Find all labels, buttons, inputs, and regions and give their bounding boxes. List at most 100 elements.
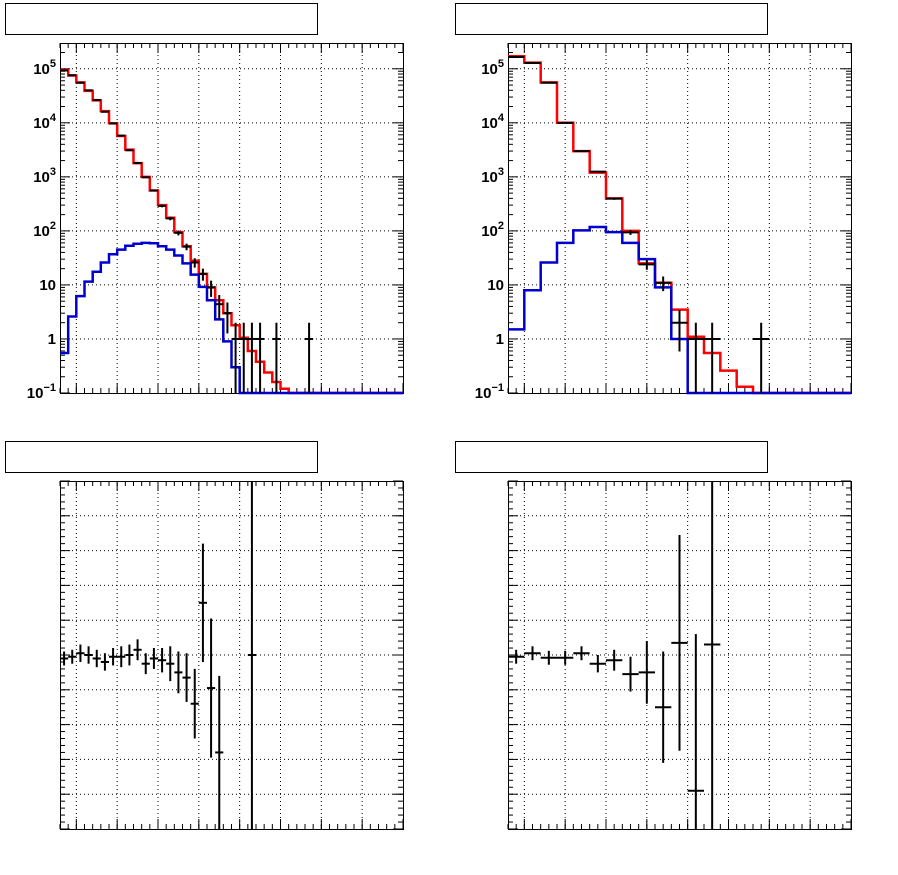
data-point [223, 302, 232, 334]
data-point [573, 150, 590, 153]
data-point [540, 650, 557, 665]
chart-panel-4 [455, 441, 852, 830]
y-tick-label-base: 10 [481, 169, 498, 186]
data-point [508, 649, 525, 664]
data-point [190, 258, 199, 268]
chart-panel-3 [5, 441, 404, 830]
y-tick-label-base: 10 [481, 223, 498, 240]
chart-title-box [455, 441, 768, 473]
data-point [671, 534, 688, 751]
data-point [589, 170, 606, 173]
data-point [141, 653, 150, 675]
data-point [247, 322, 256, 393]
data-point [207, 618, 216, 758]
data-point [182, 653, 191, 702]
data-point [158, 204, 167, 208]
data-point [215, 295, 224, 320]
data-point [166, 646, 175, 682]
data-point [84, 646, 93, 664]
data-point [231, 322, 240, 393]
data-point [100, 653, 109, 671]
data-point [753, 322, 770, 393]
data-point [198, 268, 207, 281]
data-point [606, 649, 623, 671]
data-point [671, 310, 688, 352]
data-point [272, 322, 281, 393]
data-point [606, 197, 623, 200]
data-point [256, 322, 265, 393]
y-tick-label: 10−1 [27, 382, 56, 402]
y-tick-label-exponent: 5 [50, 58, 56, 70]
data-point [125, 149, 134, 152]
y-tick-label: 1 [48, 331, 56, 348]
data-point [524, 646, 541, 661]
data-point [174, 651, 183, 694]
y-tick-label-exponent: 2 [50, 220, 56, 232]
chart-title-box [455, 3, 768, 35]
chart-title-box [5, 3, 318, 35]
data-point [198, 543, 207, 662]
y-tick-label: 105 [481, 58, 504, 78]
source-model-histogram [60, 241, 403, 395]
data-point [149, 189, 158, 192]
y-tick-label-exponent: −1 [491, 382, 504, 394]
data-point [687, 322, 704, 393]
data-point [622, 230, 639, 235]
y-tick-label: 10 [39, 277, 56, 294]
data-point [133, 639, 142, 661]
y-tick-label: 102 [481, 220, 504, 240]
data-point [573, 646, 590, 661]
y-tick-label: 103 [481, 166, 504, 186]
y-tick-label-base: 10 [481, 115, 498, 132]
y-tick-label-exponent: 2 [498, 220, 504, 232]
data-point [158, 648, 167, 673]
data-point [117, 134, 126, 137]
data-point [215, 675, 224, 829]
data-point [174, 230, 183, 236]
data-point [125, 644, 134, 666]
y-tick-label-base: 10 [33, 169, 50, 186]
data-point [655, 276, 672, 292]
data-point [655, 651, 672, 763]
data-point [149, 648, 158, 669]
data-point [247, 481, 256, 829]
data-point [133, 162, 142, 165]
y-tick-label-base: 10 [487, 277, 504, 294]
data-point [117, 646, 126, 668]
data-point [638, 260, 655, 270]
data-point [92, 649, 101, 668]
y-tick-label-base: 1 [496, 331, 504, 348]
y-tick-label-base: 10 [33, 115, 50, 132]
y-tick-label-exponent: 3 [50, 166, 56, 178]
data-point [68, 649, 77, 664]
data-point [239, 322, 248, 393]
data-point [704, 481, 721, 829]
y-tick-label: 104 [33, 112, 57, 132]
data-point [687, 634, 704, 829]
y-tick-label-base: 10 [27, 385, 44, 402]
y-tick-label-base: 10 [39, 277, 56, 294]
data-point [166, 216, 175, 221]
source-model-histogram [508, 225, 851, 395]
data-point [76, 644, 85, 662]
data-point [622, 656, 639, 692]
y-tick-label: 104 [481, 112, 505, 132]
y-tick-label-base: 10 [33, 61, 50, 78]
data-point [182, 243, 191, 251]
data-point [638, 641, 655, 704]
data-point [557, 650, 574, 665]
chart-title-box [5, 441, 318, 473]
y-tick-label-exponent: 4 [50, 112, 57, 124]
y-tick-label: 10−1 [475, 382, 504, 402]
y-tick-label-exponent: 3 [498, 166, 504, 178]
data-point [109, 648, 118, 666]
y-tick-label-exponent: 4 [498, 112, 505, 124]
y-tick-label: 103 [33, 166, 56, 186]
data-point [589, 655, 606, 673]
y-tick-label: 105 [33, 58, 56, 78]
data-point [207, 280, 216, 297]
y-tick-label-base: 10 [481, 61, 498, 78]
